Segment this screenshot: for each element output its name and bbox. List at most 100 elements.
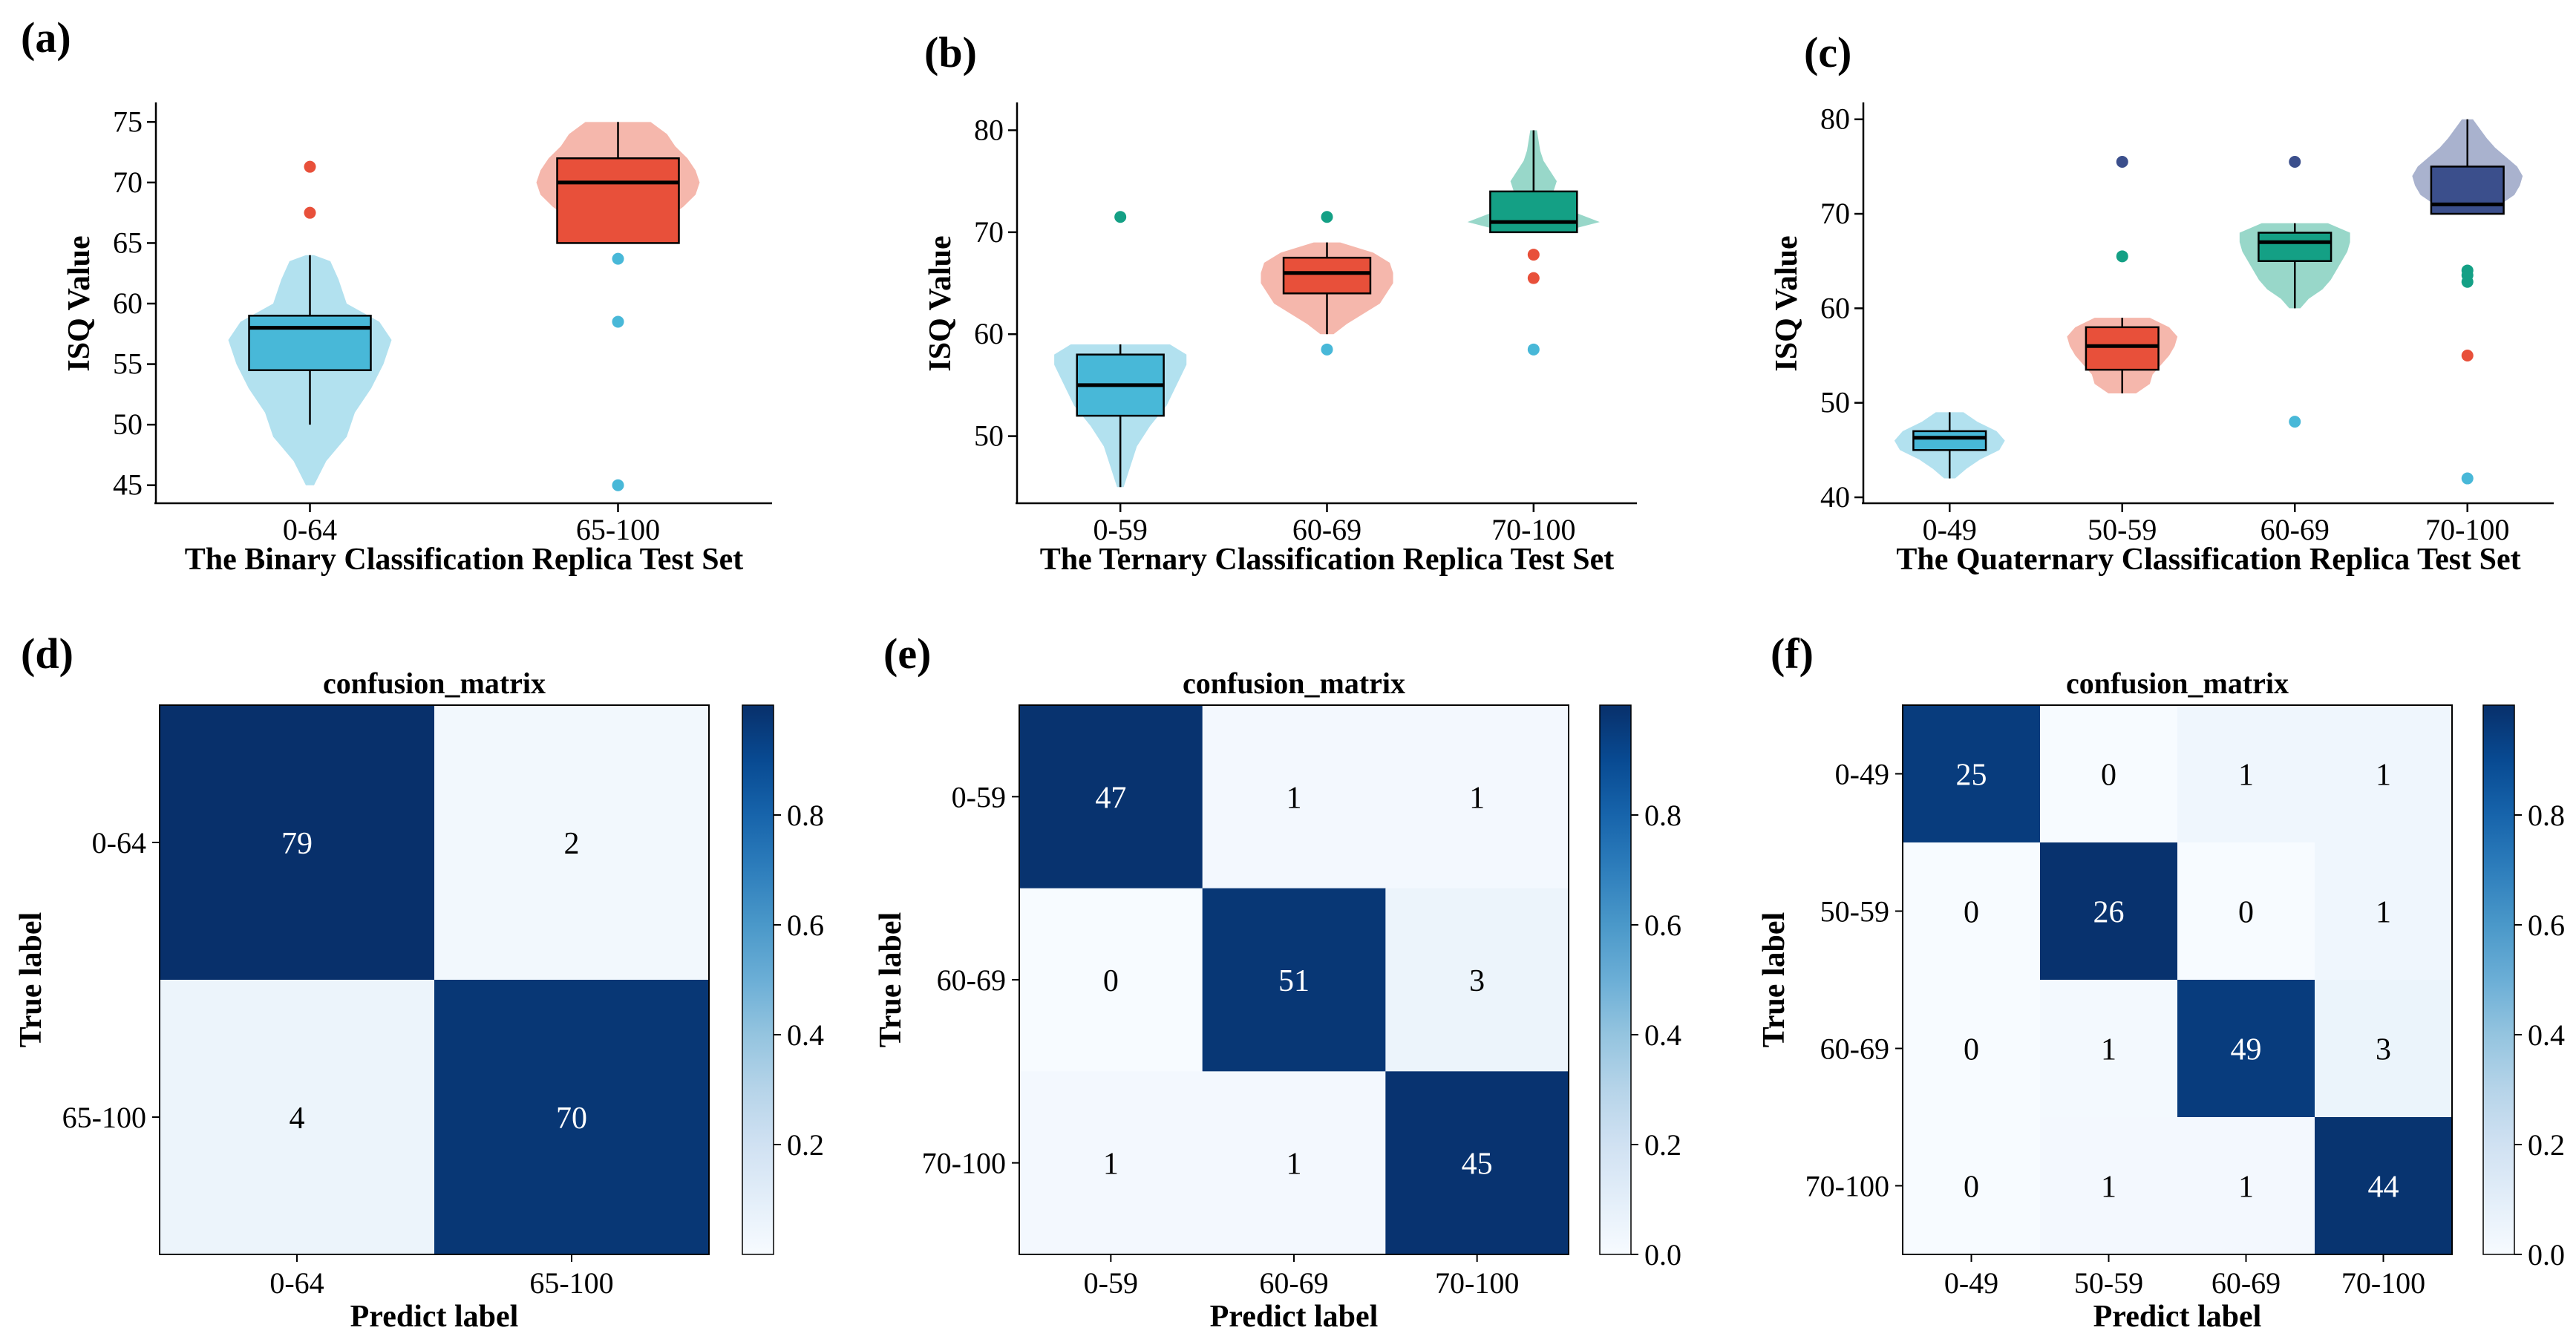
- x-axis-title: The Quaternary Classification Replica Te…: [1896, 543, 2520, 577]
- outlier-point: [1321, 211, 1333, 223]
- panel-label: (e): [883, 629, 931, 678]
- x-axis-title: Predict label: [1210, 1300, 1379, 1334]
- x-axis-title: Predict label: [2093, 1300, 2262, 1334]
- box-70-100: [2430, 166, 2505, 215]
- y-tick-label: 50-59: [1820, 895, 1889, 929]
- cm-cell-value: 1: [1287, 781, 1302, 815]
- y-axis-title: ISQ Value: [923, 235, 958, 371]
- cm-cell-value: 3: [2376, 1033, 2391, 1067]
- x-tick-label: 70-100: [1491, 513, 1575, 546]
- cm-cell-value: 0: [1964, 1171, 1979, 1205]
- outlier-point: [1527, 249, 1540, 261]
- cm-cell: [2177, 980, 2315, 1118]
- cm-cell: [1903, 1117, 2041, 1255]
- cm-cell-value: 1: [2238, 1171, 2254, 1205]
- cm-cell-value: 0: [2238, 896, 2254, 930]
- cm-panel-0: (d) confusion_matrix 79 2 4 70 0-64 0-64 65-100 6…: [14, 629, 824, 1334]
- cm-cell: [1019, 705, 1203, 889]
- y-tick-label: 70: [113, 166, 143, 199]
- panel-label: (c): [1804, 28, 1851, 76]
- outlier-point: [1321, 343, 1333, 356]
- box-panel-0: (a) 45 50 55 60 65 70 75 ISQ Value 0-64 65-100The …: [21, 13, 772, 577]
- x-tick-label: 60-69: [1292, 513, 1361, 546]
- x-tick-label: 0-49: [1944, 1266, 1998, 1300]
- outlier-point: [2116, 250, 2128, 263]
- x-tick-label: 70-100: [2341, 1266, 2425, 1300]
- box-panel-2: (c) 40 50 60 70 80 ISQ Value 0-49 50-59 60-69 70-1…: [1770, 28, 2554, 577]
- x-tick-label: 0-49: [1923, 513, 1977, 546]
- box-70-100: [1489, 190, 1578, 234]
- cm-cell: [1903, 705, 2041, 843]
- y-tick-label: 50: [974, 419, 1004, 453]
- y-tick-label: 70: [974, 215, 1004, 249]
- x-tick-label: 0-59: [1094, 513, 1148, 546]
- cm-cell-value: 1: [2376, 759, 2391, 793]
- cm-cell: [2040, 980, 2178, 1118]
- colorbar-tick-label: 0.8: [787, 799, 824, 832]
- y-tick-label: 65: [113, 226, 143, 259]
- cm-cell-value: 2: [564, 827, 580, 861]
- cm-frame: [1902, 704, 2453, 1255]
- cm-cell: [2040, 1117, 2178, 1255]
- outlier-point: [304, 206, 316, 219]
- cm-cell-value: 45: [1462, 1148, 1493, 1182]
- cm-cell: [1385, 1071, 1569, 1255]
- cm-cell-value: 0: [2101, 759, 2116, 793]
- box-50-59: [2085, 326, 2160, 371]
- y-tick-label: 40: [1820, 480, 1850, 514]
- outlier-point: [304, 160, 316, 173]
- outlier-point: [612, 252, 624, 265]
- cm-cell: [1385, 888, 1569, 1072]
- colorbar: [1599, 704, 1632, 1255]
- colorbar-tick-label: 0.8: [2528, 799, 2565, 832]
- x-tick-label: 60-69: [2211, 1266, 2281, 1300]
- panel-label: (a): [21, 13, 71, 62]
- panel-label: (b): [924, 28, 977, 76]
- colorbar-tick-label: 0.6: [787, 909, 824, 942]
- y-tick-label: 65-100: [62, 1101, 146, 1134]
- cm-cell-value: 1: [2101, 1171, 2116, 1205]
- cm-cell-value: 1: [1287, 1148, 1302, 1182]
- cm-cell-value: 25: [1956, 759, 1987, 793]
- cm-cell-value: 51: [1278, 964, 1310, 998]
- cm-panel-2: (f) confusion_matrix 25 0 1 1 0 26 0 1 0 1 49 3 0 1 1 44 0…: [1757, 629, 2565, 1334]
- cm-cell: [160, 980, 435, 1255]
- cm-title: confusion_matrix: [1183, 667, 1405, 700]
- colorbar-tick-label: 0.4: [1644, 1018, 1681, 1052]
- cm-cell: [2040, 842, 2178, 981]
- colorbar-tick-label: 0.2: [787, 1128, 824, 1162]
- colorbar-tick-label: 0.0: [2528, 1238, 2565, 1271]
- y-tick-label: 80: [974, 113, 1004, 146]
- cm-cell: [1019, 1071, 1203, 1255]
- y-tick-label: 50: [1820, 386, 1850, 419]
- cm-cell: [2315, 705, 2453, 843]
- panel-label: (f): [1771, 629, 1814, 678]
- box-60-69: [2258, 232, 2333, 262]
- y-axis-title: ISQ Value: [62, 235, 97, 371]
- cm-cell: [434, 980, 710, 1255]
- y-tick-label: 0-64: [92, 826, 146, 860]
- box-0-49: [1912, 430, 1987, 451]
- cm-cell: [1903, 842, 2041, 981]
- cm-cell: [1202, 1071, 1386, 1255]
- y-tick-label: 55: [113, 347, 143, 381]
- y-axis-title: True label: [14, 912, 48, 1047]
- x-tick-label: 65-100: [576, 513, 660, 546]
- cm-cell-value: 1: [2238, 759, 2254, 793]
- outlier-point: [2289, 156, 2301, 168]
- y-tick-label: 60-69: [1820, 1032, 1889, 1066]
- cm-cell: [1202, 705, 1386, 889]
- x-tick-label: 60-69: [2260, 513, 2330, 546]
- cm-cell-value: 1: [2101, 1033, 2116, 1067]
- colorbar: [2482, 704, 2515, 1255]
- x-tick-label: 65-100: [529, 1266, 613, 1300]
- y-tick-label: 0-49: [1835, 758, 1889, 791]
- cm-cell-value: 3: [1469, 964, 1485, 998]
- x-axis-title: The Binary Classification Replica Test S…: [185, 543, 744, 577]
- y-axis-title: True label: [1757, 912, 1791, 1047]
- x-axis-title: Predict label: [350, 1300, 519, 1334]
- cm-cell-value: 1: [1469, 781, 1485, 815]
- cm-cell: [1385, 705, 1569, 889]
- y-tick-label: 0-59: [952, 780, 1006, 814]
- colorbar-tick-label: 0.4: [2528, 1018, 2565, 1052]
